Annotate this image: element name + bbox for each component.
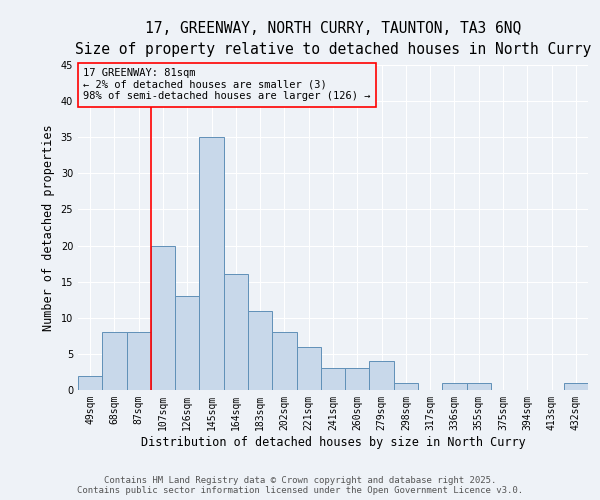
Bar — [272, 332, 296, 390]
Bar — [102, 332, 127, 390]
Bar — [394, 383, 418, 390]
Bar — [321, 368, 345, 390]
Text: 17 GREENWAY: 81sqm
← 2% of detached houses are smaller (3)
98% of semi-detached : 17 GREENWAY: 81sqm ← 2% of detached hous… — [83, 68, 371, 102]
Bar — [199, 137, 224, 390]
Bar — [296, 346, 321, 390]
Bar — [467, 383, 491, 390]
Y-axis label: Number of detached properties: Number of detached properties — [42, 124, 55, 331]
Bar — [151, 246, 175, 390]
Bar — [370, 361, 394, 390]
Bar — [224, 274, 248, 390]
Bar — [442, 383, 467, 390]
Text: Contains HM Land Registry data © Crown copyright and database right 2025.
Contai: Contains HM Land Registry data © Crown c… — [77, 476, 523, 495]
Bar — [248, 310, 272, 390]
X-axis label: Distribution of detached houses by size in North Curry: Distribution of detached houses by size … — [140, 436, 526, 448]
Bar — [345, 368, 370, 390]
Bar — [127, 332, 151, 390]
Bar — [78, 376, 102, 390]
Bar — [175, 296, 199, 390]
Bar — [564, 383, 588, 390]
Title: 17, GREENWAY, NORTH CURRY, TAUNTON, TA3 6NQ
Size of property relative to detache: 17, GREENWAY, NORTH CURRY, TAUNTON, TA3 … — [75, 21, 591, 57]
